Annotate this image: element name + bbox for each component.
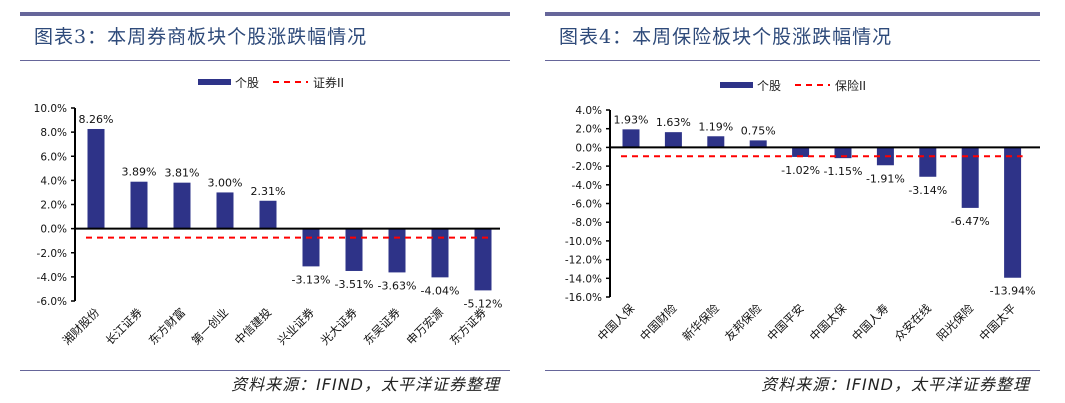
- x-tick-label: 中国平安: [764, 301, 806, 343]
- data-label: 0.75%: [741, 124, 776, 137]
- data-label: -3.51%: [335, 278, 374, 291]
- data-label: 1.63%: [656, 116, 691, 129]
- bar: [216, 192, 234, 229]
- y-tick-label: -10.0%: [565, 236, 602, 248]
- y-tick-label: -6.0%: [572, 199, 602, 211]
- bar: [87, 128, 105, 229]
- data-label: 3.81%: [165, 167, 200, 180]
- legend-label: 证券II: [313, 75, 344, 90]
- x-tick-label: 众安在线: [891, 301, 934, 344]
- x-tick-label: 东方财富: [146, 305, 188, 347]
- bar: [749, 140, 767, 148]
- x-tick-label: 新华保险: [679, 301, 722, 344]
- bar: [431, 228, 449, 278]
- y-tick-label: 4.0%: [40, 175, 67, 187]
- data-label: -5.12%: [464, 297, 503, 310]
- y-tick-label: -16.0%: [565, 292, 602, 304]
- y-tick-label: -4.0%: [37, 272, 67, 284]
- y-tick-label: 10.0%: [34, 103, 67, 115]
- x-tick-label: 第一创业: [189, 305, 231, 347]
- divider: [545, 60, 1040, 61]
- bar: [919, 147, 937, 177]
- y-tick-label: 4.0%: [575, 105, 602, 117]
- bar: [792, 147, 810, 157]
- divider: [545, 370, 1040, 371]
- y-tick-label: -2.0%: [572, 161, 602, 173]
- bar: [345, 228, 363, 271]
- source-note: 资料来源：IFIND，太平洋证券整理: [231, 375, 500, 394]
- chart-panel-insurers: 图表4：本周保险板块个股涨跌幅情况 资料来源：IFIND，太平洋证券整理: [545, 0, 1040, 403]
- bar: [664, 132, 682, 148]
- x-tick-label: 阳光保险: [934, 301, 977, 344]
- divider: [20, 370, 510, 371]
- y-tick-label: -8.0%: [572, 217, 602, 229]
- x-tick-label: 中信建投: [232, 305, 275, 348]
- bar: [173, 182, 191, 229]
- data-label: -3.13%: [292, 273, 331, 286]
- bar: [259, 200, 277, 229]
- x-tick-label: 湘财股份: [60, 305, 103, 348]
- y-tick-label: -4.0%: [572, 180, 602, 192]
- data-label: -1.15%: [824, 165, 863, 178]
- data-label: -1.02%: [781, 164, 820, 177]
- chart-title: 图表3：本周券商板块个股涨跌幅情况: [34, 26, 368, 48]
- data-label: 2.31%: [251, 185, 286, 198]
- legend-label: 个股: [757, 79, 781, 93]
- x-tick-label: 申万宏源: [404, 305, 447, 348]
- x-tick-label: 兴业证券: [275, 305, 318, 348]
- y-tick-label: -6.0%: [37, 296, 67, 308]
- x-tick-label: 中国人寿: [849, 301, 891, 343]
- bar: [622, 129, 640, 148]
- top-bar: [545, 12, 1040, 16]
- data-label: -3.14%: [908, 184, 947, 197]
- bar: [834, 147, 852, 159]
- y-tick-label: 0.0%: [40, 224, 67, 236]
- x-tick-label: 长江证券: [103, 305, 146, 348]
- legend-label: 个股: [235, 76, 259, 90]
- bar: [1004, 147, 1022, 278]
- divider: [20, 60, 510, 61]
- legend-swatch-bar: [720, 82, 753, 88]
- x-tick-label: 中国财险: [637, 301, 680, 344]
- source-note: 资料来源：IFIND，太平洋证券整理: [761, 375, 1030, 394]
- data-label: -13.94%: [990, 285, 1036, 298]
- data-label: -3.63%: [378, 279, 417, 292]
- bar: [474, 228, 492, 291]
- y-tick-label: -12.0%: [565, 255, 602, 267]
- top-bar: [20, 12, 510, 16]
- bar: [302, 228, 320, 267]
- x-tick-label: 中国太平: [976, 301, 1018, 343]
- legend-swatch-bar: [198, 79, 231, 85]
- data-label: -1.91%: [866, 172, 905, 185]
- data-label: -6.47%: [951, 215, 990, 228]
- y-tick-label: 2.0%: [40, 200, 67, 212]
- x-tick-label: 光大证券: [318, 305, 361, 348]
- y-tick-label: -14.0%: [565, 273, 602, 285]
- x-tick-label: 友邦保险: [722, 301, 765, 344]
- chart-title: 图表4：本周保险板块个股涨跌幅情况: [559, 26, 893, 48]
- y-tick-label: 8.0%: [40, 127, 67, 139]
- x-tick-label: 中国人保: [595, 301, 638, 344]
- y-tick-label: 6.0%: [40, 151, 67, 163]
- bar: [130, 181, 148, 229]
- bar: [707, 136, 725, 148]
- y-tick-label: 0.0%: [575, 142, 602, 154]
- legend-label: 保险II: [835, 78, 866, 93]
- chart-panel-brokers: 图表3：本周券商板块个股涨跌幅情况 资料来源：IFIND，太平洋证券整理: [20, 0, 510, 403]
- bar: [388, 228, 406, 273]
- data-label: 1.93%: [614, 113, 649, 126]
- x-tick-label: 东方证券: [447, 305, 490, 348]
- data-label: 3.00%: [208, 176, 243, 189]
- bar: [961, 147, 979, 208]
- y-tick-label: 2.0%: [575, 124, 602, 136]
- data-label: 3.89%: [122, 166, 157, 179]
- x-tick-label: 中国太保: [807, 301, 850, 344]
- y-tick-label: -2.0%: [37, 248, 67, 260]
- x-tick-label: 东吴证券: [361, 305, 404, 348]
- data-label: 8.26%: [79, 113, 114, 126]
- data-label: -4.04%: [421, 284, 460, 297]
- data-label: 1.19%: [698, 120, 733, 133]
